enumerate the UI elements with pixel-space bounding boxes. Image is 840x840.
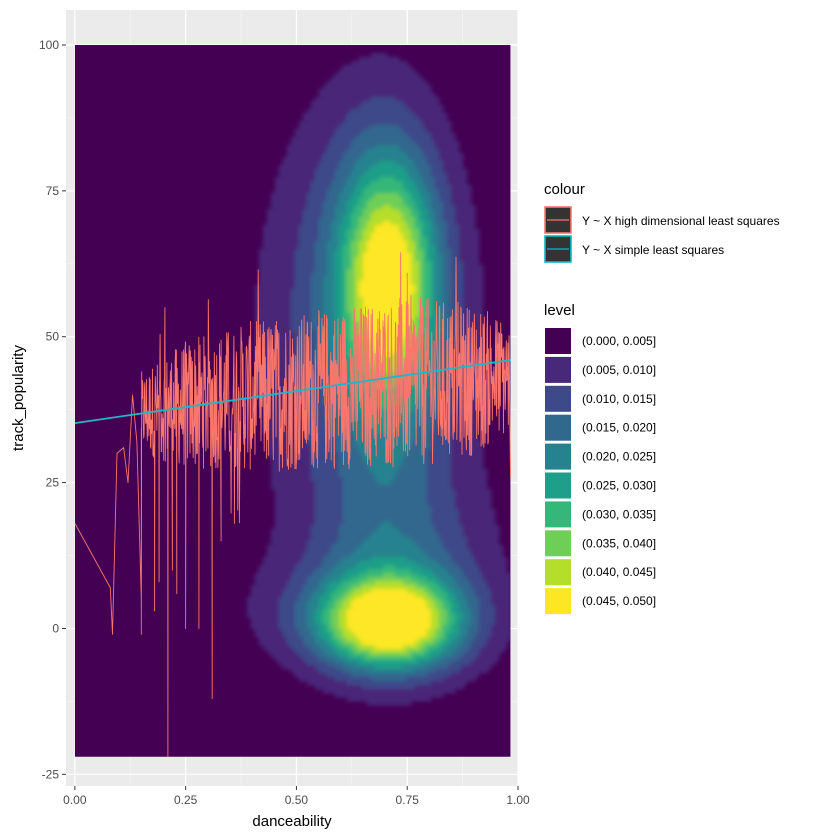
level-legend-label: (0.040, 0.045] xyxy=(582,565,656,579)
level-legend-key xyxy=(545,472,571,499)
colour-legend: colour Y ~ X high dimensional least squa… xyxy=(544,181,780,263)
y-axis-title: track_popularity xyxy=(10,345,27,451)
x-tick-label: 0.25 xyxy=(174,793,198,807)
level-legend-label: (0.045, 0.050] xyxy=(582,594,656,608)
colour-legend-label: Y ~ X simple least squares xyxy=(582,243,724,257)
y-tick-label: 75 xyxy=(46,184,60,198)
x-axis: 0.00 0.25 0.50 0.75 1.00 xyxy=(63,786,530,807)
level-legend-key xyxy=(545,588,571,615)
hd-least-squares-path xyxy=(74,252,511,758)
y-tick-label: 50 xyxy=(46,330,60,344)
level-legend-label: (0.025, 0.030] xyxy=(582,479,656,493)
level-legend-key xyxy=(545,559,571,586)
x-tick-label: 0.50 xyxy=(285,793,309,807)
level-legend-key xyxy=(545,530,571,557)
density-contours xyxy=(74,45,511,757)
level-legend-key xyxy=(545,385,571,412)
level-legend-key xyxy=(545,328,571,354)
level-legend-key xyxy=(545,356,571,383)
level-legend-label: (0.020, 0.025] xyxy=(582,450,656,464)
y-axis: -25 0 25 50 75 100 xyxy=(39,38,66,781)
level-legend: level (0.000, 0.005] (0.005, 0.010] (0.010… xyxy=(544,302,656,615)
level-legend-label: (0.000, 0.005] xyxy=(582,334,656,348)
colour-legend-title: colour xyxy=(544,181,585,198)
level-legend-label: (0.005, 0.010] xyxy=(582,363,656,377)
simple-least-squares-line xyxy=(74,359,511,424)
colour-legend-label: Y ~ X high dimensional least squares xyxy=(582,214,780,228)
level-legend-title: level xyxy=(544,302,575,319)
x-tick-label: 0.75 xyxy=(396,793,420,807)
x-axis-title: danceability xyxy=(252,813,332,830)
level-legend-key xyxy=(545,501,571,528)
y-tick-label: 0 xyxy=(52,621,59,635)
level-legend-label: (0.015, 0.020] xyxy=(582,421,656,435)
level-legend-label: (0.035, 0.040] xyxy=(582,536,656,550)
level-legend-label: (0.030, 0.035] xyxy=(582,507,656,521)
high-dimensional-least-squares-line xyxy=(74,252,511,758)
level-legend-key xyxy=(545,414,571,441)
y-tick-label: 25 xyxy=(46,476,60,490)
y-tick-label: 100 xyxy=(39,38,59,52)
level-legend-key xyxy=(545,443,571,470)
y-tick-label: -25 xyxy=(42,767,60,781)
x-tick-label: 0.00 xyxy=(63,793,87,807)
x-tick-label: 1.00 xyxy=(506,793,530,807)
simple-least-squares-path xyxy=(74,359,511,424)
level-legend-label: (0.010, 0.015] xyxy=(582,392,656,406)
